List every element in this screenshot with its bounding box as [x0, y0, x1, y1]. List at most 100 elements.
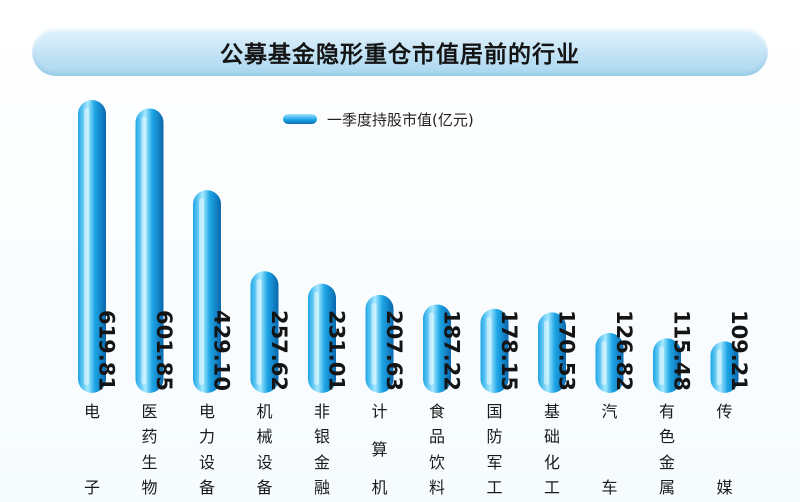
category-char: 生 [141, 452, 158, 472]
category-char: 基 [543, 402, 560, 421]
legend-label: 一季度持股市值(亿元) [327, 110, 474, 129]
bar-group: 170.53 [538, 310, 579, 393]
category-char: 色 [658, 427, 675, 447]
bar [423, 304, 451, 393]
title-banner: 公募基金隐形重仓市值居前的行业 [32, 28, 768, 76]
category-label: 机械设备 [245, 404, 285, 496]
bar [135, 108, 164, 394]
bar-highlight [716, 349, 722, 385]
category-char: 饮 [428, 452, 445, 472]
bar [538, 312, 566, 393]
category-char: 电 [83, 402, 100, 421]
bar-group: 257.62 [250, 271, 291, 393]
bar-highlight [256, 279, 262, 385]
bar [308, 283, 336, 393]
bar-group: 126.82 [595, 310, 636, 393]
category-label: 传媒 [705, 404, 745, 496]
category-char: 汽 [601, 402, 618, 421]
bar-value-label: 231.01 [325, 310, 349, 391]
bar [250, 271, 279, 393]
category-char: 防 [486, 427, 503, 447]
bar-highlight [601, 341, 607, 385]
bar-value-label: 601.85 [152, 310, 176, 391]
category-char: 军 [486, 452, 503, 472]
bar-group: 115.48 [653, 310, 694, 393]
category-char: 非 [313, 402, 330, 421]
bar-group: 429.10 [193, 190, 234, 393]
category-char: 电 [198, 402, 215, 421]
category-char: 工 [486, 477, 503, 497]
category-char: 属 [658, 477, 675, 497]
bar-value-label: 170.53 [555, 310, 579, 391]
bar-highlight [371, 302, 377, 385]
category-char: 机 [371, 478, 388, 497]
category-char: 金 [313, 452, 330, 472]
bar [710, 341, 739, 393]
category-char: 有 [658, 402, 675, 421]
category-char: 备 [198, 477, 215, 497]
bar-value-label: 109.21 [727, 310, 751, 391]
category-char: 传 [716, 402, 733, 421]
category-char: 设 [256, 452, 273, 472]
category-char: 车 [601, 478, 618, 497]
bar-highlight [314, 291, 319, 385]
bars-layer: 619.81 601.85 429.10 257.62 231.01 207.63 187.… [78, 100, 751, 394]
category-char: 金 [658, 452, 675, 472]
category-char: 媒 [716, 478, 733, 497]
category-char: 机 [256, 402, 273, 421]
bar-highlight [486, 316, 492, 385]
category-label: 国防军工 [475, 404, 515, 496]
bar-highlight [84, 108, 89, 385]
category-char: 国 [486, 402, 503, 421]
category-label: 电力设备 [187, 404, 227, 496]
category-char: 备 [256, 477, 273, 497]
category-label: 医药生物 [130, 404, 170, 496]
bar-highlight [429, 312, 434, 385]
bar-group: 601.85 [135, 108, 176, 394]
bar-value-label: 619.81 [95, 310, 119, 391]
category-label: 计算机 [360, 404, 400, 496]
bar [653, 338, 681, 393]
bar [480, 308, 509, 393]
category-char: 融 [313, 477, 330, 497]
category-char: 料 [428, 477, 445, 497]
bar-highlight [199, 198, 204, 385]
legend: 一季度持股市值(亿元) [283, 110, 474, 129]
category-char: 药 [141, 427, 158, 447]
category-char: 械 [256, 427, 273, 447]
bar-value-label: 429.10 [210, 310, 234, 391]
category-char: 食 [428, 402, 445, 421]
category-label: 非银金融 [302, 404, 342, 496]
category-char: 础 [543, 427, 560, 447]
bar-group: 231.01 [308, 283, 349, 393]
bar-highlight [141, 116, 147, 386]
category-label: 食品饮料 [417, 404, 457, 496]
chart-title: 公募基金隐形重仓市值居前的行业 [220, 42, 580, 68]
bar-group: 619.81 [78, 100, 119, 393]
category-char: 设 [198, 452, 215, 472]
bar [193, 190, 221, 393]
bar-group: 109.21 [710, 310, 751, 393]
category-char: 子 [83, 478, 100, 497]
category-char: 物 [141, 477, 158, 497]
category-label: 有色金属 [647, 404, 687, 496]
category-char: 银 [313, 427, 330, 447]
bar [365, 294, 394, 393]
bar [78, 100, 106, 393]
bar-value-label: 178.15 [497, 310, 521, 391]
bar-value-label: 126.82 [612, 310, 636, 391]
bar-group: 187.22 [423, 304, 464, 393]
bar [595, 333, 624, 393]
category-char: 化 [543, 452, 560, 472]
category-char: 计 [371, 402, 388, 421]
category-char: 力 [198, 427, 215, 447]
bar-value-label: 257.62 [267, 310, 291, 391]
bar-group: 178.15 [480, 308, 521, 393]
bar-highlight [659, 346, 664, 385]
bar-value-label: 115.48 [670, 310, 694, 391]
category-char: 算 [371, 440, 388, 459]
bar-highlight [544, 320, 549, 385]
bar-value-label: 187.22 [440, 310, 464, 391]
category-char: 医 [141, 402, 158, 421]
